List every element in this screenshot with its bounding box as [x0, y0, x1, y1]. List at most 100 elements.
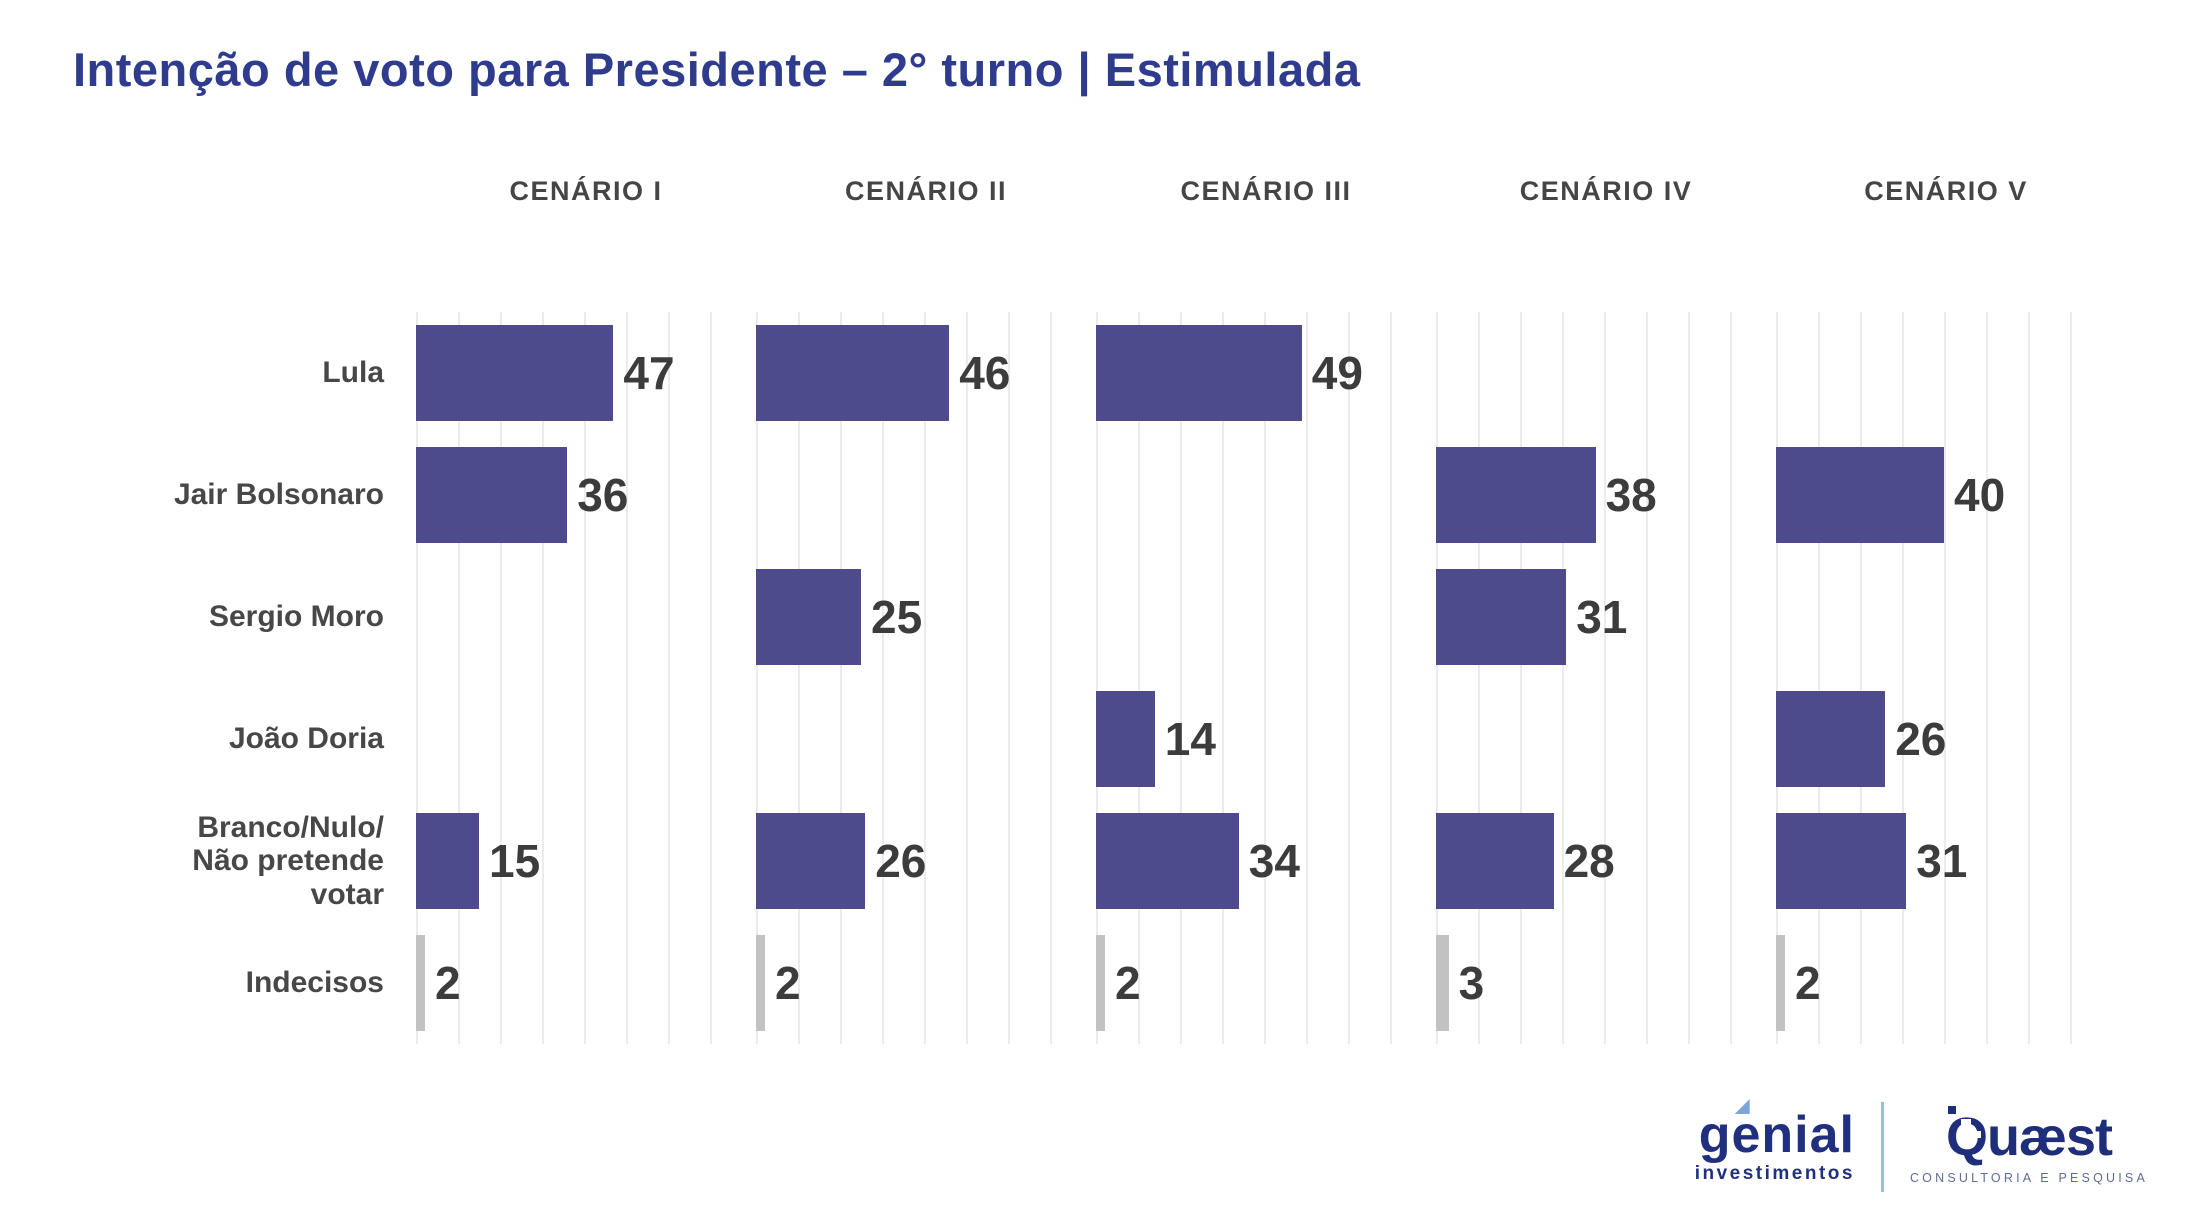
vote-bar	[1096, 325, 1302, 421]
indecisos-bar	[1776, 935, 1785, 1031]
value-label: 26	[875, 835, 927, 887]
bar-row: 40	[1776, 434, 2116, 556]
indecisos-bar	[1436, 935, 1449, 1031]
value-label: 3	[1458, 957, 1485, 1009]
bar-row: 46	[756, 312, 1096, 434]
bar-row	[756, 434, 1096, 556]
scenario-5-plot: 40 26 31 2	[1776, 312, 2116, 1044]
bar-row	[1096, 556, 1436, 678]
category-label-moro: Sergio Moro	[208, 600, 384, 634]
value-label: 49	[1311, 347, 1363, 399]
value-label: 2	[775, 957, 801, 1009]
bar-row: 38	[1436, 434, 1776, 556]
scenario-2-plot: 46 25 26 2	[756, 312, 1096, 1044]
quaest-wordmark: Quæst	[1945, 1105, 2113, 1167]
bar-row	[1436, 678, 1776, 800]
vote-bar	[756, 325, 950, 421]
indecisos-bar	[1096, 935, 1105, 1031]
value-label: 46	[959, 347, 1011, 399]
vote-bar	[416, 447, 568, 543]
value-label: 34	[1248, 835, 1300, 887]
bar-row: 25	[756, 556, 1096, 678]
bar-row: 2	[1096, 922, 1436, 1044]
bar-row: 26	[756, 800, 1096, 922]
bar-row: 15	[416, 800, 756, 922]
bar-row: 26	[1776, 678, 2116, 800]
quaest-subtext: CONSULTORIA E PESQUISA	[1909, 1170, 2148, 1185]
bar-row: 47	[416, 312, 756, 434]
scenario-header-label: CENÁRIO IV	[1519, 176, 1693, 206]
quaest-pixel-icon	[1947, 1105, 1956, 1114]
header-spacer	[60, 168, 416, 214]
bar-row	[1436, 312, 1776, 434]
vote-bar	[1436, 569, 1567, 665]
vote-bar	[1776, 813, 1907, 909]
genial-wordmark: genial	[1698, 1099, 1855, 1164]
value-label: 31	[1576, 591, 1628, 643]
bar-row: 49	[1096, 312, 1436, 434]
category-label-indecisos: Indecisos	[245, 966, 384, 1000]
category-labels: Lula Jair Bolsonaro Sergio Moro João Dor…	[60, 312, 416, 1044]
vote-bar	[756, 569, 861, 665]
value-label: 26	[1895, 713, 1947, 765]
page-title: Intenção de voto para Presidente – 2° tu…	[73, 43, 1361, 96]
indecisos-bar	[756, 935, 765, 1031]
vote-bar	[1436, 447, 1596, 543]
scenario-header-4: CENÁRIO IV	[1436, 168, 1776, 214]
scenario-header-3: CENÁRIO III	[1096, 168, 1436, 214]
value-label: 25	[871, 591, 923, 643]
scenario-header-row: CENÁRIO I CENÁRIO II CENÁRIO III CENÁRIO…	[60, 168, 2116, 214]
bar-row: 2	[756, 922, 1096, 1044]
value-label: 38	[1605, 469, 1657, 521]
bar-row	[416, 556, 756, 678]
category-label-lula: Lula	[322, 356, 384, 390]
bar-row: 31	[1776, 800, 2116, 922]
bar-row: 14	[1096, 678, 1436, 800]
value-label: 40	[1954, 469, 2006, 521]
bar-row: 31	[1436, 556, 1776, 678]
value-label: 2	[1115, 957, 1141, 1009]
value-label: 14	[1164, 713, 1216, 765]
scenario-header-label: CENÁRIO V	[1864, 176, 2028, 206]
value-label: 47	[623, 347, 675, 399]
value-label: 2	[1795, 957, 1821, 1009]
genial-logo: genial investimentos	[1694, 1099, 1881, 1185]
category-label-branco: Branco/Nulo/ Não pretende votar	[192, 810, 384, 911]
vote-bar	[1096, 691, 1155, 787]
value-label: 36	[577, 469, 629, 521]
bar-row: 3	[1436, 922, 1776, 1044]
category-label-bolsonaro: Jair Bolsonaro	[173, 478, 384, 512]
vote-bar	[1776, 447, 1944, 543]
indecisos-bar	[416, 935, 425, 1031]
vote-bar	[416, 325, 614, 421]
scenario-header-label: CENÁRIO I	[509, 176, 663, 206]
scenario-header-5: CENÁRIO V	[1776, 168, 2116, 214]
bar-chart: CENÁRIO I CENÁRIO II CENÁRIO III CENÁRIO…	[60, 168, 2116, 1044]
vote-bar	[1776, 691, 1886, 787]
footer-logos: genial investimentos Quæst CONSULTORIA E…	[1694, 1099, 2148, 1192]
scenario-4-plot: 38 31 28 3	[1436, 312, 1776, 1044]
scenario-1-plot: 47 36 15 2	[416, 312, 756, 1044]
quaest-pixel-icon	[1967, 1140, 1973, 1146]
genial-brand-text: genial	[1698, 1106, 1855, 1164]
vote-bar	[1436, 813, 1554, 909]
vote-bar	[756, 813, 866, 909]
bar-row: 34	[1096, 800, 1436, 922]
bar-row	[1096, 434, 1436, 556]
bar-row	[1776, 556, 2116, 678]
quaest-pixel-icon	[1973, 1130, 1981, 1138]
chart-body: Lula Jair Bolsonaro Sergio Moro João Dor…	[60, 312, 2116, 1044]
value-label: 15	[489, 835, 541, 887]
genial-subtext: investimentos	[1694, 1163, 1855, 1184]
quaest-logo: Quæst CONSULTORIA E PESQUISA	[1884, 1105, 2148, 1185]
value-label: 2	[435, 957, 461, 1009]
category-label-doria: João Doria	[228, 722, 384, 756]
quaest-brand-text: Quæst	[1945, 1106, 2113, 1167]
quaest-pixel-icon	[1960, 1118, 1971, 1129]
bar-row: 2	[416, 922, 756, 1044]
bar-row	[416, 678, 756, 800]
value-label: 28	[1563, 835, 1615, 887]
scenario-3-plot: 49 14 34 2	[1096, 312, 1436, 1044]
scenario-header-label: CENÁRIO III	[1180, 176, 1352, 206]
bar-row	[1776, 312, 2116, 434]
